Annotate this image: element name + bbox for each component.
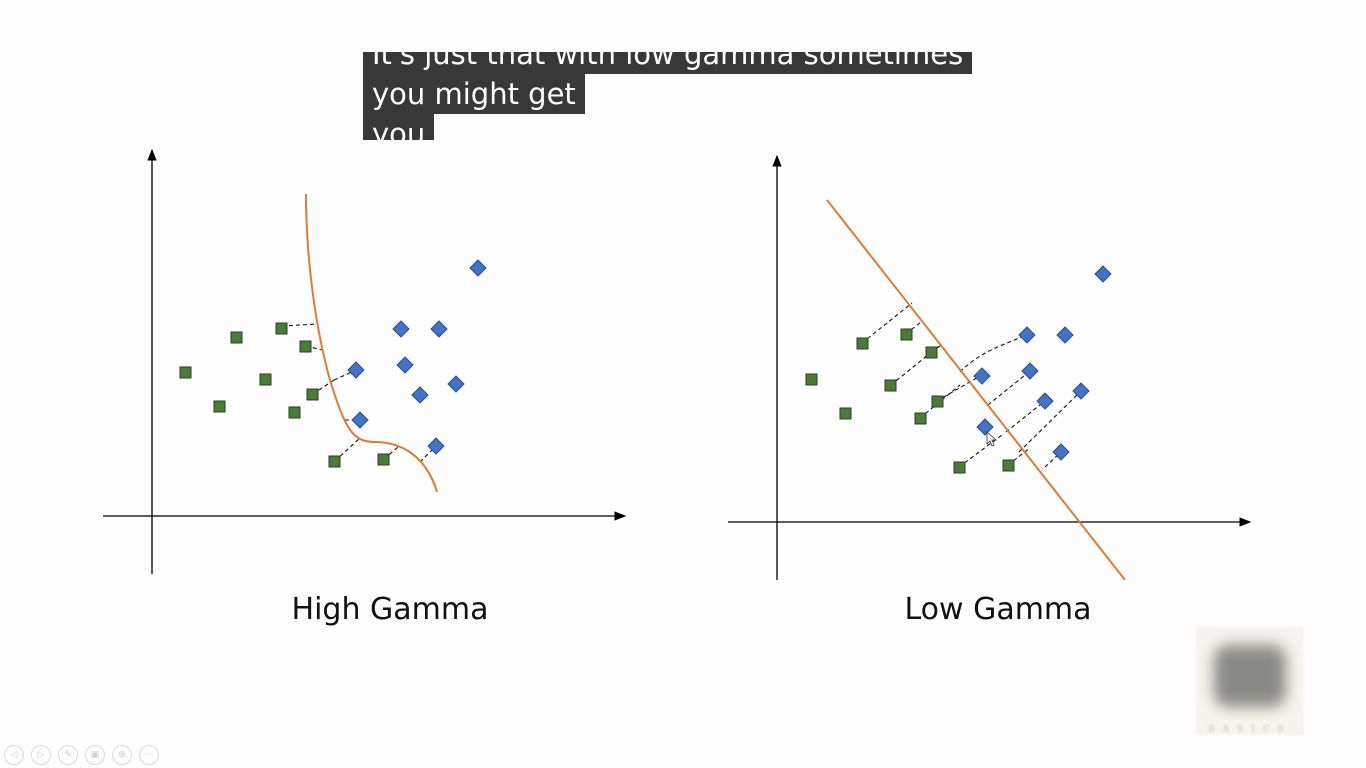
- square-point: [213, 400, 226, 413]
- decision-boundary: [826, 199, 1126, 581]
- class-square-points: [179, 322, 390, 468]
- diamond-point: [351, 411, 369, 429]
- prev-icon[interactable]: ◁: [4, 745, 24, 765]
- square-point: [884, 379, 897, 392]
- diamond-point: [1072, 382, 1090, 400]
- diamond-point: [1052, 443, 1070, 461]
- diamond-point: [469, 259, 487, 277]
- high-gamma-label: High Gamma: [291, 592, 489, 627]
- class-square-points: [805, 328, 1015, 474]
- diamond-point: [427, 437, 445, 455]
- diamond-point: [976, 418, 994, 436]
- square-point: [306, 388, 319, 401]
- diamond-point: [347, 361, 365, 379]
- diamond-point: [411, 386, 429, 404]
- square-point: [900, 328, 913, 341]
- class-diamond-points: [973, 265, 1112, 461]
- caption-line: you might get: [363, 74, 585, 114]
- diamond-point: [430, 320, 448, 338]
- square-point: [288, 406, 301, 419]
- diamond-point: [1021, 362, 1039, 380]
- more-icon[interactable]: ⋯: [139, 745, 159, 765]
- pen-icon[interactable]: ✎: [58, 745, 78, 765]
- square-point: [856, 337, 869, 350]
- slides-icon[interactable]: ▣: [85, 745, 105, 765]
- slide-controls: ◁ ▷ ✎ ▣ ⊕ ⋯: [4, 745, 159, 765]
- watermark-text: BASICS: [1208, 725, 1292, 735]
- diamond-point: [1036, 392, 1054, 410]
- square-point: [914, 412, 927, 425]
- square-point: [299, 340, 312, 353]
- square-point: [259, 373, 272, 386]
- square-point: [377, 453, 390, 466]
- high-gamma-plot: [103, 148, 627, 574]
- square-point: [179, 366, 192, 379]
- low-gamma-label: Low Gamma: [904, 592, 1092, 627]
- caption-line: It's just that with low gamma sometimes: [363, 52, 973, 74]
- square-point: [925, 346, 938, 359]
- mouse-cursor-icon: [986, 431, 998, 447]
- square-point: [275, 322, 288, 335]
- zoom-icon[interactable]: ⊕: [112, 745, 132, 765]
- square-point: [931, 395, 944, 408]
- square-point: [328, 455, 341, 468]
- decision-boundary: [305, 193, 438, 493]
- watermark-logo: [1214, 645, 1286, 707]
- low-gamma-plot: [728, 154, 1252, 581]
- square-point: [839, 407, 852, 420]
- square-point: [953, 461, 966, 474]
- diamond-point: [1018, 326, 1036, 344]
- diamond-point: [1056, 326, 1074, 344]
- next-icon[interactable]: ▷: [31, 745, 51, 765]
- subtitle-caption: It's just that with low gamma sometimes …: [363, 52, 1003, 140]
- square-point: [230, 331, 243, 344]
- diamond-point: [396, 356, 414, 374]
- diamond-point: [392, 320, 410, 338]
- caption-line: you: [363, 114, 435, 140]
- diamond-point: [973, 367, 991, 385]
- channel-watermark: BASICS: [1196, 627, 1304, 735]
- square-point: [805, 373, 818, 386]
- class-diamond-points: [347, 259, 487, 455]
- diamond-point: [447, 375, 465, 393]
- square-point: [1002, 459, 1015, 472]
- diamond-point: [1094, 265, 1112, 283]
